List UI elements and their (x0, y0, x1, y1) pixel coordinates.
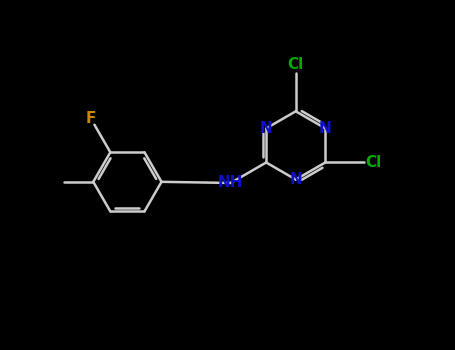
Text: N: N (289, 172, 302, 187)
Text: N: N (260, 121, 273, 136)
Text: Cl: Cl (288, 57, 304, 72)
Text: F: F (86, 111, 96, 126)
Text: Cl: Cl (365, 155, 381, 170)
Text: N: N (319, 121, 332, 136)
Text: NH: NH (218, 175, 243, 190)
